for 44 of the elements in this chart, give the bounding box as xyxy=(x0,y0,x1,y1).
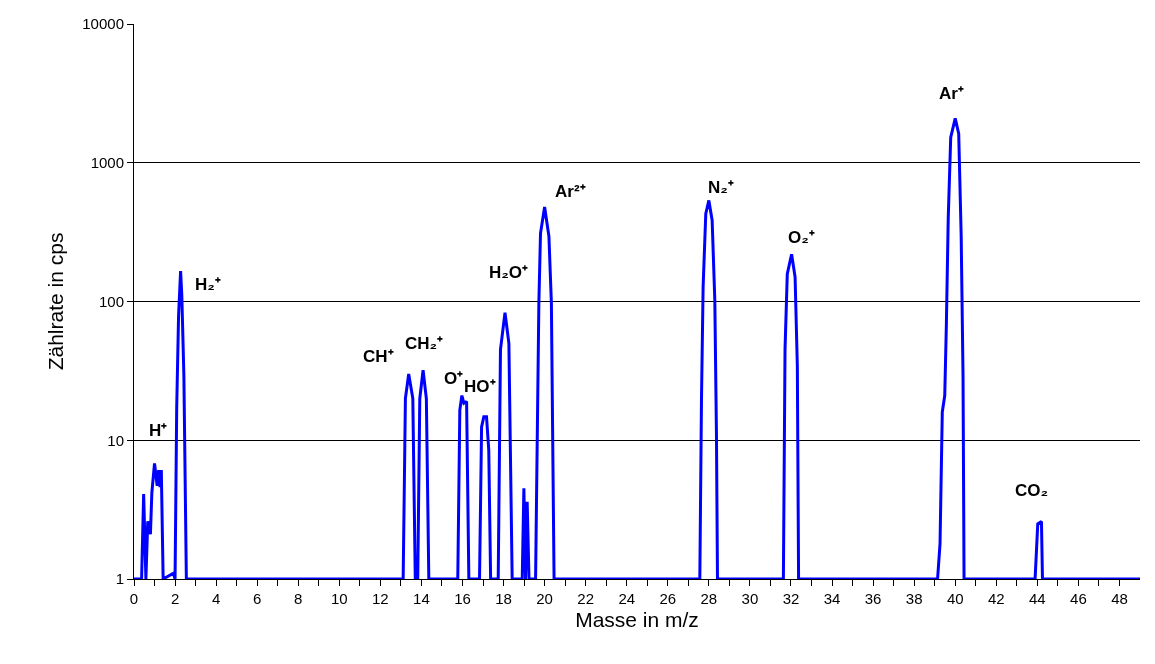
y-tick-label: 1000 xyxy=(90,154,124,171)
x-tick-label: 4 xyxy=(211,590,221,607)
x-tick-label: 30 xyxy=(741,590,759,607)
x-tick-label: 26 xyxy=(659,590,677,607)
x-tick-label: 12 xyxy=(372,590,389,607)
annotation: N₂⁺ xyxy=(708,178,734,197)
annotation: CH₂⁺ xyxy=(405,334,444,353)
x-tick-label: 0 xyxy=(129,590,139,607)
x-tick-label: 42 xyxy=(987,590,1005,607)
annotation: O₂⁺ xyxy=(788,228,815,247)
x-tick-label: 32 xyxy=(782,590,800,607)
y-tick-label: 100 xyxy=(98,292,124,310)
y-axis-title: Zählrate in cps xyxy=(44,232,68,371)
x-tick-label: 10 xyxy=(330,590,348,607)
x-tick-label: 48 xyxy=(1111,590,1128,607)
x-tick-label: 28 xyxy=(700,590,718,607)
annotation: H₂O⁺ xyxy=(489,263,529,282)
x-tick-label: 14 xyxy=(413,590,430,607)
annotation: Ar⁺ xyxy=(939,84,964,103)
annotation: HO⁺ xyxy=(464,377,496,396)
annotation: O⁺ xyxy=(444,369,464,388)
y-tick-label: 1 xyxy=(115,570,124,588)
y-tick-label: 10 xyxy=(107,431,124,449)
x-tick-label: 8 xyxy=(294,590,303,607)
x-tick-label: 18 xyxy=(495,590,512,607)
annotation: CH⁺ xyxy=(363,347,394,366)
annotation: Ar²⁺ xyxy=(555,182,586,201)
x-tick-label: 34 xyxy=(823,590,841,607)
x-tick-label: 20 xyxy=(536,590,553,607)
annotation: CO₂ xyxy=(1015,481,1049,500)
x-tick-label: 6 xyxy=(253,590,262,607)
annotation: H₂⁺ xyxy=(195,275,221,294)
x-tick-label: 24 xyxy=(618,590,636,607)
x-axis-title: Masse in m/z xyxy=(575,608,699,632)
x-tick-label: 36 xyxy=(864,590,882,607)
x-tick-label: 38 xyxy=(905,590,923,607)
x-tick-label: 22 xyxy=(577,590,595,607)
x-tick-label: 44 xyxy=(1029,590,1046,607)
x-tick-label: 40 xyxy=(946,590,964,607)
annotation: H⁺ xyxy=(149,421,168,440)
x-tick-label: 46 xyxy=(1070,590,1087,607)
x-tick-label: 2 xyxy=(170,590,180,607)
y-tick-label: 10000 xyxy=(82,15,124,33)
x-tick-label: 16 xyxy=(454,590,471,607)
